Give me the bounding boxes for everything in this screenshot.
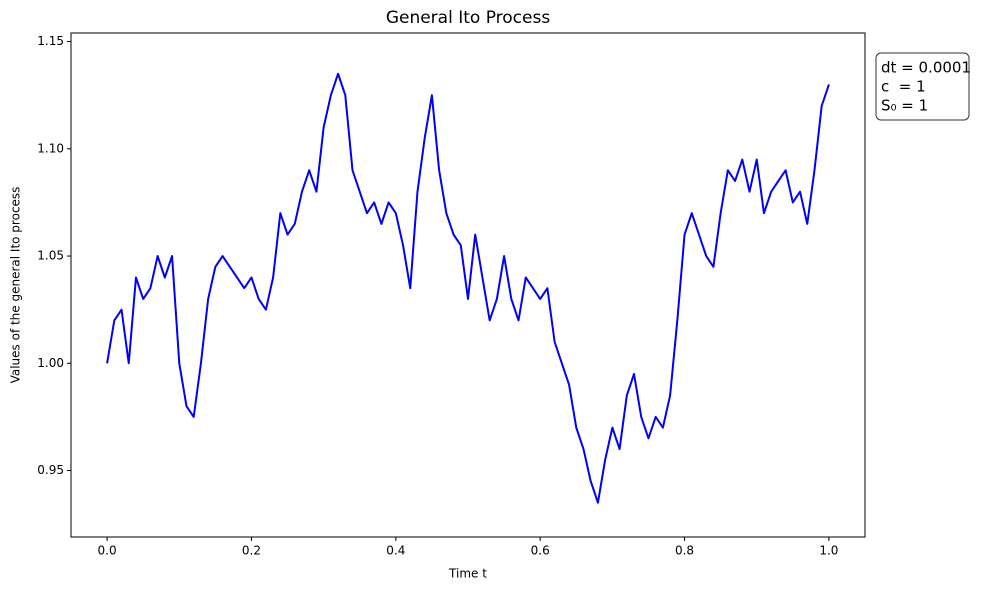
annotation: S₀ = 1 [881, 97, 928, 115]
y-tick-label: 1.10 [37, 141, 64, 155]
y-tick-label: 1.15 [37, 34, 64, 48]
y-tick-label: 0.95 [37, 463, 64, 477]
y-tick-label: 1.05 [37, 249, 64, 263]
y-axis-label: Values of the general Ito process [9, 187, 23, 384]
x-axis-label: Time t [448, 567, 487, 581]
data-line [106, 72, 830, 504]
annotation: dt = 0.0001 [881, 59, 971, 77]
chart-title: General Ito Process [386, 8, 551, 28]
annotation-box [875, 52, 970, 121]
annotation: c = 1 [881, 78, 926, 96]
x-tick-label: 0.4 [386, 544, 405, 558]
x-tick-label: 0.0 [98, 544, 117, 558]
x-tick-label: 0.8 [675, 544, 694, 558]
x-tick-label: 0.2 [242, 544, 261, 558]
plot-frame [70, 32, 866, 538]
x-tick-label: 0.6 [531, 544, 550, 558]
x-tick-label: 1.0 [819, 544, 838, 558]
y-tick-label: 1.00 [37, 356, 64, 370]
